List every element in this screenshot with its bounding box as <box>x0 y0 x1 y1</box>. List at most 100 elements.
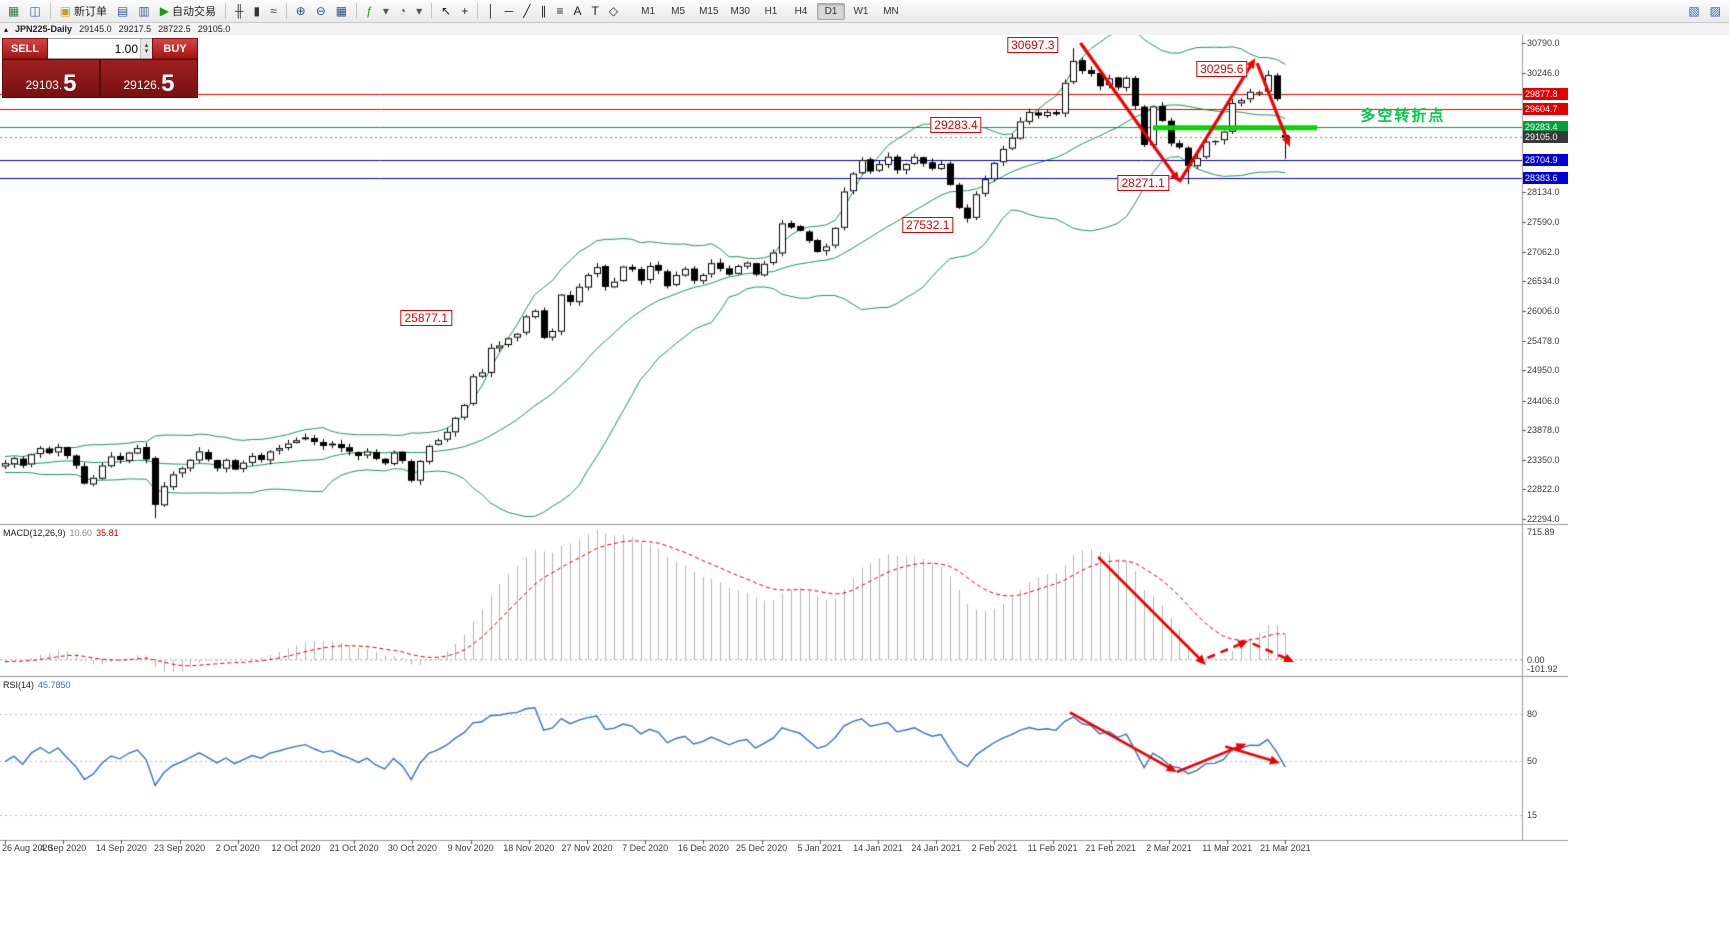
volume-up-icon[interactable]: ▴ <box>144 41 149 49</box>
toolbar-separator <box>224 3 226 19</box>
arrows-dropdown-icon: ◇ <box>608 4 619 18</box>
timeframe-h1-button[interactable]: H1 <box>764 5 778 17</box>
zoom-in-icon: ⊕ <box>295 4 306 18</box>
cursor-button[interactable]: ↖ <box>437 1 455 21</box>
zoom-out-button[interactable]: ⊖ <box>312 1 330 21</box>
trendline-icon: ╱ <box>523 4 531 18</box>
ohlc-close: 29105.0 <box>197 24 231 34</box>
line-chart-icon: ≈ <box>270 4 277 18</box>
macd-pane-label: MACD(12,26,9) 10.60 35.81 <box>3 528 119 538</box>
rsi-pane-label: RSI(14) 45.7850 <box>3 680 71 690</box>
toolbar-right-icons: ▧ ▨ <box>1683 1 1726 21</box>
toolbar-separator <box>285 3 287 19</box>
macd-signal-value: 35.81 <box>96 528 119 538</box>
candlestick-chart-icon: ▮ <box>253 4 261 18</box>
tile-windows-button[interactable]: ▦ <box>332 1 351 21</box>
text-button[interactable]: A <box>569 1 585 21</box>
oneclick-collapse-icon[interactable]: ▴ <box>4 24 9 34</box>
candlestick-chart-button[interactable]: ▮ <box>249 1 264 21</box>
terminal-icon: ▥ <box>138 4 150 18</box>
terminal-button[interactable]: ▥ <box>134 1 153 21</box>
macd-main-value: 10.60 <box>69 528 93 538</box>
indicators-icon: ƒ <box>366 4 373 18</box>
new-order-icon: ▣ <box>59 4 72 18</box>
indicators-dropdown-button[interactable]: ▾ <box>379 1 393 21</box>
periods-dropdown-button[interactable]: ▾ <box>412 1 426 21</box>
timeframe-m1-button[interactable]: M1 <box>641 5 656 17</box>
timeframe-m30-button[interactable]: M30 <box>730 5 750 17</box>
window-list-button[interactable]: ▨ <box>1706 1 1725 21</box>
volume-down-icon[interactable]: ▾ <box>144 47 149 55</box>
ohlc-open: 29145.0 <box>79 24 112 34</box>
timeframe-w1-button[interactable]: W1 <box>853 5 869 17</box>
new-order-button[interactable]: ▣ 新订单 <box>56 1 111 21</box>
fibonacci-icon: ≡ <box>556 4 564 18</box>
indicators-button[interactable]: ƒ <box>362 1 377 21</box>
timeframe-h4-button[interactable]: H4 <box>794 5 808 17</box>
buy-button[interactable]: BUY <box>152 38 198 59</box>
window-list-icon: ▨ <box>1709 4 1721 18</box>
sell-price-pip: 5 <box>63 70 77 97</box>
text-label-button[interactable]: T <box>588 1 603 21</box>
window-restore-button[interactable]: ▧ <box>1684 1 1703 21</box>
toolbar-separator <box>356 3 358 19</box>
vertical-line-button[interactable]: │ <box>483 1 499 21</box>
arrows-dropdown-button[interactable]: ◇ <box>605 1 622 21</box>
one-click-trading-panel: SELL ▴ ▾ BUY 29103.5 29126.5 <box>2 38 198 98</box>
market-watch-button[interactable]: ▤ <box>113 1 132 21</box>
text-icon: A <box>573 4 582 18</box>
crosshair-icon: + <box>461 4 469 18</box>
bar-chart-icon: ╫ <box>234 4 244 18</box>
periods-button[interactable]: ◔ <box>395 1 410 21</box>
buy-price-button[interactable]: 29126. 5 <box>100 59 198 98</box>
chart-profiles-icon: ◫ <box>29 4 41 18</box>
symbol-bar: ▴ JPN225-Daily 29145.0 29217.5 28722.5 2… <box>0 23 1729 35</box>
auto-trading-icon: ▶ <box>159 4 169 18</box>
tile-windows-icon: ▦ <box>335 4 348 18</box>
periods-icon: ◔ <box>398 4 407 18</box>
timeframe-m5-button[interactable]: M5 <box>671 5 686 17</box>
rsi-name: RSI(14) <box>3 680 35 690</box>
volume-field: ▴ ▾ <box>48 38 152 59</box>
timeframe-mn-button[interactable]: MN <box>883 5 899 17</box>
trendline-button[interactable]: ╱ <box>519 1 534 21</box>
auto-trading-button[interactable]: ▶ 自动交易 <box>156 1 220 21</box>
volume-spinner: ▴ ▾ <box>140 39 152 58</box>
toolbar-items: ▦ ◫ ▣ 新订单 ▤ ▥ ▶ 自动交易 ╫ ▮ ≈ ⊕ ⊖ ▦ ƒ ▾ ◔ ▾ ↖ + │ ─ ╱ ∥ ≡ A T ◇ <box>3 0 623 22</box>
window-restore-icon: ▧ <box>1688 4 1700 18</box>
equidistant-channel-button[interactable]: ∥ <box>536 1 550 21</box>
zoom-in-button[interactable]: ⊕ <box>292 1 310 21</box>
timeframe-m15-button[interactable]: M15 <box>699 5 719 17</box>
crosshair-button[interactable]: + <box>457 1 472 21</box>
line-chart-button[interactable]: ≈ <box>266 1 281 21</box>
bar-chart-button[interactable]: ╫ <box>231 1 248 21</box>
macd-name: MACD(12,26,9) <box>3 528 66 538</box>
buy-price-pip: 5 <box>161 70 175 97</box>
new-chart-icon: ▦ <box>8 4 20 18</box>
sell-price-base: 29103. <box>25 78 63 92</box>
sell-button[interactable]: SELL <box>2 38 48 59</box>
timeframe-d1-button[interactable]: D1 <box>816 2 845 20</box>
text-label-icon: T <box>591 4 599 18</box>
horizontal-line-button[interactable]: ─ <box>501 1 518 21</box>
buy-price-base: 29126. <box>123 78 161 92</box>
chart-profiles-button[interactable]: ◫ <box>25 1 44 21</box>
ohlc-high: 29217.5 <box>118 24 152 34</box>
vertical-line-icon: │ <box>487 4 495 18</box>
auto-trading-label: 自动交易 <box>171 6 216 18</box>
toolbar-separator <box>49 3 51 19</box>
ohlc-low: 28722.5 <box>158 24 191 34</box>
equidistant-channel-icon: ∥ <box>540 4 547 18</box>
volume-input[interactable] <box>48 39 140 58</box>
new-chart-button[interactable]: ▦ <box>4 1 23 21</box>
main-toolbar: ▦ ◫ ▣ 新订单 ▤ ▥ ▶ 自动交易 ╫ ▮ ≈ ⊕ ⊖ ▦ ƒ ▾ ◔ ▾ ↖ + │ ─ ╱ ∥ ≡ A T ◇ M1 M5 M1… <box>0 0 1729 23</box>
cursor-icon: ↖ <box>441 4 452 18</box>
sell-price-button[interactable]: 29103. 5 <box>2 59 100 98</box>
fibonacci-button[interactable]: ≡ <box>552 1 567 21</box>
new-order-label: 新订单 <box>74 6 108 18</box>
indicators-dropdown-icon: ▾ <box>382 4 389 18</box>
horizontal-line-icon: ─ <box>504 4 514 18</box>
toolbar-separator <box>431 3 433 19</box>
